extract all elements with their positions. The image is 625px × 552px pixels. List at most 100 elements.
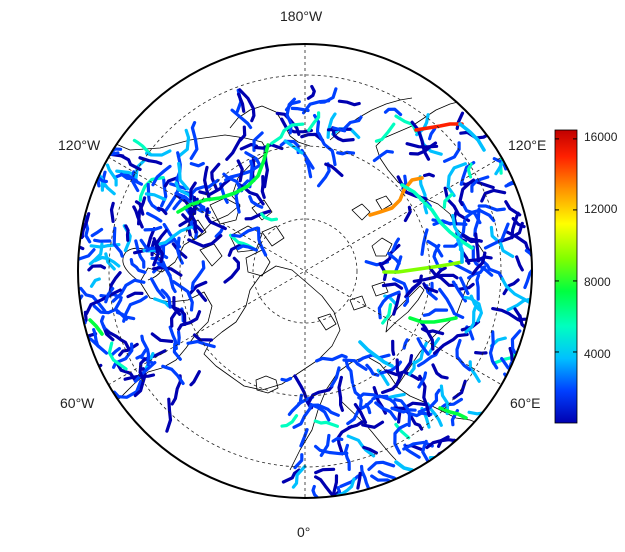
river-segment: [397, 409, 402, 424]
river-segment: [500, 128, 507, 146]
river-segment: [292, 403, 313, 429]
river-segment: [438, 495, 448, 498]
river-segment: [523, 166, 532, 188]
river-segment: [290, 106, 310, 113]
river-segment: [134, 200, 145, 216]
coastline-greenland: [203, 265, 341, 391]
river-segment: [280, 376, 293, 382]
river-segment: [524, 249, 532, 264]
river-segment: [78, 309, 87, 325]
river-segment: [231, 226, 259, 238]
river-segment: [343, 443, 351, 471]
coastline-iceland: [255, 375, 279, 394]
river-segment: [483, 222, 510, 250]
river-segment: [391, 339, 396, 356]
river-segment: [103, 112, 116, 152]
river-segment: [145, 149, 172, 157]
river-segment: [433, 273, 459, 280]
river-segment: [342, 358, 368, 371]
river-segment: [510, 329, 522, 354]
colorbar: [554, 129, 578, 424]
river-segment: [427, 265, 458, 287]
river-segment: [187, 210, 198, 234]
river-segment: [82, 363, 103, 384]
river-segment: [230, 108, 253, 130]
river-segment: [528, 356, 532, 368]
river-segment: [437, 435, 450, 448]
coastline-baltic: [339, 399, 397, 461]
river-segment: [466, 162, 473, 179]
coastline-alaska: [229, 105, 311, 147]
river-segment: [151, 164, 172, 187]
river-segment: [479, 257, 505, 282]
river-segment: [443, 186, 471, 223]
river-segment: [418, 374, 431, 418]
longitude-label-lower-right: 60°E: [510, 395, 541, 411]
river-segment: [368, 176, 424, 217]
river-segment: [408, 316, 458, 324]
river-segment: [144, 192, 167, 201]
river-segment: [405, 274, 423, 297]
river-segment: [146, 182, 161, 212]
river-segment: [225, 137, 243, 161]
river-segment: [523, 263, 532, 290]
river-segment: [244, 151, 263, 169]
river-segment: [174, 191, 204, 214]
river-segment: [361, 420, 385, 429]
river-segment: [104, 287, 115, 304]
river-segment: [279, 139, 300, 155]
river-segment: [189, 370, 201, 387]
river-segment: [156, 206, 168, 216]
river-segment: [451, 441, 473, 464]
longitude-label-upper-right: 120°E: [508, 137, 547, 153]
river-segment: [440, 397, 463, 409]
river-segment: [455, 111, 465, 131]
river-segment: [300, 148, 315, 170]
river-segment: [433, 332, 469, 355]
river-segment: [109, 201, 115, 223]
river-segment: [377, 290, 401, 320]
river-segment: [469, 294, 481, 312]
river-segment: [474, 232, 480, 263]
meridian-60w-120e: [107, 156, 503, 386]
river-segment: [186, 339, 216, 349]
river-segment: [491, 443, 505, 457]
river-segment: [394, 422, 411, 440]
river-segment: [129, 258, 147, 274]
river-segment: [357, 392, 389, 400]
river-segment: [236, 159, 244, 183]
river-segment: [311, 484, 324, 498]
river-segment: [422, 308, 449, 317]
river-segment: [92, 328, 109, 355]
river-segment: [387, 488, 415, 498]
river-segment: [382, 260, 464, 274]
river-segment: [402, 440, 434, 451]
river-segment: [464, 450, 500, 458]
river-segment: [92, 298, 123, 315]
river-segment: [358, 340, 394, 368]
river-segment: [468, 360, 481, 383]
river-segment: [480, 450, 513, 479]
river-segment: [455, 490, 475, 498]
river-segment: [503, 491, 525, 498]
river-segment: [392, 401, 426, 410]
river-segment: [244, 209, 271, 221]
river-segment: [132, 205, 144, 229]
colorbar-ticks: [555, 138, 577, 353]
colorbar-tick-label-4000: 4000: [584, 347, 611, 361]
river-segment: [442, 192, 454, 209]
river-segment: [80, 212, 91, 240]
river-segment: [362, 445, 378, 455]
river-segment: [383, 107, 403, 117]
river-segment: [479, 497, 496, 498]
river-segment: [115, 310, 136, 321]
river-segment: [488, 330, 499, 370]
river-segment: [307, 385, 334, 404]
river-segment: [138, 357, 147, 381]
river-segment: [527, 345, 532, 362]
river-segment: [492, 429, 510, 442]
river-segment: [410, 120, 431, 161]
river-segment: [123, 373, 156, 381]
river-segment: [478, 492, 484, 498]
river-segment: [456, 238, 464, 264]
